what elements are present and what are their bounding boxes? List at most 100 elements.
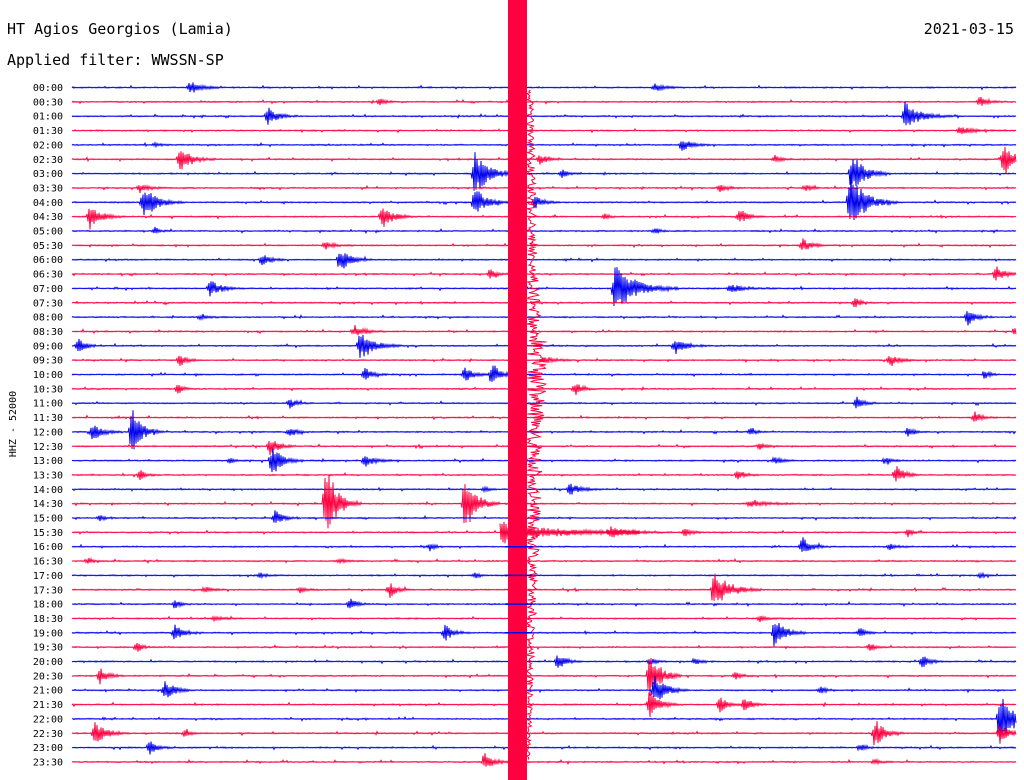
row-time-label: 17:30 bbox=[33, 585, 63, 596]
row-time-label: 16:30 bbox=[33, 557, 63, 568]
trace-row bbox=[71, 655, 1017, 668]
row-time-label: 18:30 bbox=[33, 614, 63, 625]
trace-row bbox=[71, 615, 1017, 623]
trace-row bbox=[71, 238, 1017, 250]
row-time-label: 03:30 bbox=[33, 183, 63, 194]
trace-row bbox=[71, 411, 1017, 422]
row-time-label: 10:30 bbox=[33, 384, 63, 395]
filter-label: Applied filter: WWSSN-SP bbox=[7, 51, 224, 69]
row-time-label: 10:00 bbox=[33, 370, 63, 381]
row-time-label: 13:00 bbox=[33, 456, 63, 467]
main-event-coda bbox=[525, 89, 548, 760]
trace-row bbox=[71, 657, 1017, 697]
trace-row bbox=[71, 141, 1017, 151]
trace-row bbox=[71, 675, 1017, 700]
row-time-label: 21:00 bbox=[33, 686, 63, 697]
row-time-label: 02:00 bbox=[33, 140, 63, 151]
trace-row bbox=[71, 598, 1017, 609]
trace-row bbox=[71, 325, 1017, 336]
trace-group bbox=[71, 82, 1017, 767]
row-time-label: 07:00 bbox=[33, 284, 63, 295]
trace-row bbox=[71, 266, 1017, 281]
date-label: 2021-03-15 bbox=[923, 20, 1014, 38]
row-time-label: 09:00 bbox=[33, 341, 63, 352]
trace-row bbox=[71, 127, 1017, 135]
trace-row bbox=[71, 334, 1017, 358]
trace-row bbox=[71, 692, 1017, 718]
row-time-label: 11:30 bbox=[33, 413, 63, 424]
row-time-label: 11:00 bbox=[33, 399, 63, 410]
main-event-group bbox=[499, 0, 641, 780]
row-time-label: 00:00 bbox=[33, 83, 63, 94]
row-time-label: 04:30 bbox=[33, 212, 63, 223]
row-time-label: 19:30 bbox=[33, 643, 63, 654]
row-time-label: 23:30 bbox=[33, 757, 63, 768]
trace-row bbox=[71, 537, 1017, 552]
main-event-band bbox=[508, 0, 527, 780]
trace-row bbox=[71, 311, 1017, 326]
trace-row bbox=[71, 753, 1017, 767]
trace-row bbox=[71, 698, 1017, 744]
trace-row bbox=[71, 642, 1017, 652]
row-time-label: 18:00 bbox=[33, 600, 63, 611]
row-time-label: 06:00 bbox=[33, 255, 63, 266]
trace-row bbox=[71, 101, 1017, 126]
trace-row bbox=[71, 184, 1017, 194]
row-time-label: 22:00 bbox=[33, 714, 63, 725]
trace-row bbox=[71, 526, 1017, 538]
row-time-label: 17:00 bbox=[33, 571, 63, 582]
row-time-label: 02:30 bbox=[33, 155, 63, 166]
row-time-label: 13:30 bbox=[33, 470, 63, 481]
trace-row bbox=[71, 741, 1017, 755]
trace-row bbox=[71, 721, 1017, 746]
row-time-label: 12:00 bbox=[33, 427, 63, 438]
row-time-label: 12:30 bbox=[33, 442, 63, 453]
trace-row bbox=[71, 384, 1017, 396]
main-event-tail bbox=[499, 521, 641, 544]
trace-row bbox=[71, 174, 1017, 221]
row-time-label: 15:30 bbox=[33, 528, 63, 539]
trace-row bbox=[71, 208, 1017, 230]
row-time-label: 15:00 bbox=[33, 514, 63, 525]
station-title: HT Agios Georgios (Lamia) bbox=[7, 20, 233, 38]
row-time-label: 14:00 bbox=[33, 485, 63, 496]
trace-row bbox=[71, 365, 1017, 382]
row-time-label: 21:30 bbox=[33, 700, 63, 711]
trace-row bbox=[71, 483, 1017, 495]
trace-row bbox=[71, 571, 1017, 580]
trace-row bbox=[71, 82, 1017, 93]
row-time-label: 03:00 bbox=[33, 169, 63, 180]
trace-row bbox=[71, 396, 1017, 409]
row-time-label: 20:00 bbox=[33, 657, 63, 668]
row-time-label: 20:30 bbox=[33, 671, 63, 682]
row-time-label: 14:30 bbox=[33, 499, 63, 510]
row-time-label: 05:30 bbox=[33, 241, 63, 252]
trace-row bbox=[71, 226, 1017, 235]
trace-row bbox=[71, 146, 1017, 175]
trace-row bbox=[71, 448, 1017, 473]
row-time-label: 01:00 bbox=[33, 112, 63, 123]
trace-row bbox=[71, 573, 1017, 601]
row-time-label: 01:30 bbox=[33, 126, 63, 137]
trace-row bbox=[71, 557, 1017, 565]
trace-row bbox=[71, 96, 1017, 106]
row-time-label: 22:30 bbox=[33, 729, 63, 740]
trace-row bbox=[71, 298, 1017, 308]
trace-row bbox=[71, 440, 1017, 456]
trace-row bbox=[71, 622, 1017, 647]
row-time-label: 19:00 bbox=[33, 628, 63, 639]
trace-row bbox=[71, 475, 1017, 529]
trace-row bbox=[71, 466, 1017, 482]
row-time-label: 06:30 bbox=[33, 270, 63, 281]
row-time-label: 08:00 bbox=[33, 313, 63, 324]
trace-row bbox=[71, 510, 1017, 523]
row-time-label: 09:30 bbox=[33, 356, 63, 367]
trace-row bbox=[71, 355, 1017, 366]
tick-label-group: 00:00 00:30 01:00 01:30 02:00 02:30 03:00 03:30… bbox=[33, 83, 63, 768]
row-time-label: 16:00 bbox=[33, 542, 63, 553]
row-time-label: 05:00 bbox=[33, 227, 63, 238]
trace-row bbox=[71, 253, 1017, 269]
trace-row bbox=[71, 267, 1017, 307]
row-time-label: 23:00 bbox=[33, 743, 63, 754]
